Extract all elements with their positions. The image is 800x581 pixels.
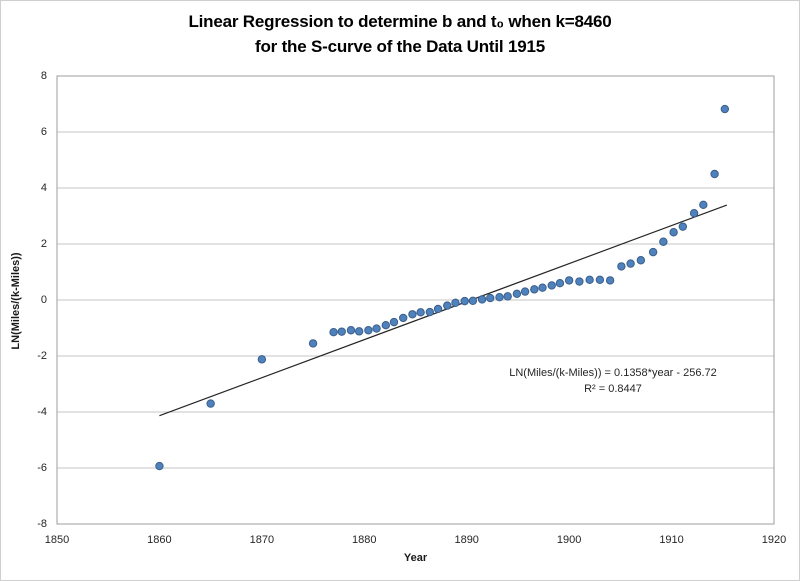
plot-border: [56, 75, 775, 525]
y-tick-label: 2: [40, 238, 47, 250]
x-axis-title: Year: [403, 552, 428, 564]
data-point: [547, 281, 556, 290]
data-point: [416, 308, 425, 317]
data-point: [155, 461, 164, 471]
x-tick-label: 1850: [44, 534, 70, 546]
data-point: [354, 327, 364, 336]
data-point: [520, 287, 530, 296]
data-point: [555, 279, 565, 288]
data-point: [346, 326, 356, 335]
data-point: [433, 304, 443, 314]
y-tick-label: 6: [40, 126, 47, 138]
y-tick-label: 0: [40, 294, 47, 306]
data-point: [564, 276, 574, 285]
data-point: [381, 321, 390, 330]
data-point: [626, 259, 635, 268]
data-point: [364, 326, 373, 335]
trendline: [159, 204, 728, 417]
data-point: [648, 247, 658, 257]
data-point: [669, 228, 678, 237]
data-point: [575, 277, 584, 286]
x-tick-label: 1880: [352, 534, 377, 546]
data-point: [308, 339, 318, 348]
y-tick-label: 8: [40, 70, 47, 82]
y-tick-label: -8: [37, 518, 47, 530]
data-point: [477, 295, 487, 304]
data-point: [329, 328, 338, 337]
data-point: [451, 298, 460, 307]
chart-title-line2: for the S-curve of the Data Until 1915: [255, 37, 545, 56]
y-tick-label: -6: [37, 462, 47, 474]
data-point: [595, 275, 605, 285]
x-tick-label: 1860: [147, 534, 172, 546]
data-point: [468, 296, 478, 306]
data-point: [257, 355, 267, 364]
data-point: [617, 262, 626, 271]
y-tick-label: 4: [40, 182, 47, 194]
data-point: [372, 324, 381, 333]
data-point: [636, 256, 646, 265]
data-point: [710, 169, 719, 179]
y-tick-label: -4: [37, 406, 47, 418]
data-point: [399, 313, 408, 323]
data-point: [689, 209, 699, 218]
data-point: [503, 292, 512, 301]
data-point: [659, 237, 668, 246]
data-point: [495, 293, 504, 302]
data-point: [720, 104, 730, 114]
data-point: [512, 289, 522, 299]
x-tick-label: 1870: [249, 534, 275, 546]
data-point: [538, 283, 547, 292]
y-tick-label: -2: [37, 350, 47, 362]
data-point: [530, 285, 539, 294]
data-point: [460, 296, 469, 306]
regression-equation: LN(Miles/(k-Miles)) = 0.1358*year - 256.…: [509, 367, 717, 379]
x-tick-label: 1890: [454, 534, 479, 546]
data-point: [699, 200, 708, 210]
data-point: [408, 310, 417, 319]
regression-equation-annotation: LN(Miles/(k-Miles)) = 0.1358*year - 256.…: [438, 365, 788, 397]
chart-title: Linear Regression to determine b and t₀ …: [1, 9, 799, 59]
x-tick-label: 1910: [659, 534, 684, 546]
data-point: [605, 276, 615, 285]
r-squared-value: R² = 0.8447: [584, 383, 642, 395]
data-point: [425, 307, 435, 317]
data-point: [389, 317, 399, 327]
data-point: [678, 222, 688, 231]
data-point: [585, 275, 594, 285]
data-point: [486, 293, 495, 303]
x-tick-label: 1900: [556, 534, 582, 546]
data-point: [206, 399, 215, 408]
x-tick-label: 1920: [761, 534, 787, 546]
chart-title-line1: Linear Regression to determine b and t₀ …: [188, 12, 612, 31]
data-point: [337, 327, 346, 336]
data-point: [443, 301, 452, 310]
